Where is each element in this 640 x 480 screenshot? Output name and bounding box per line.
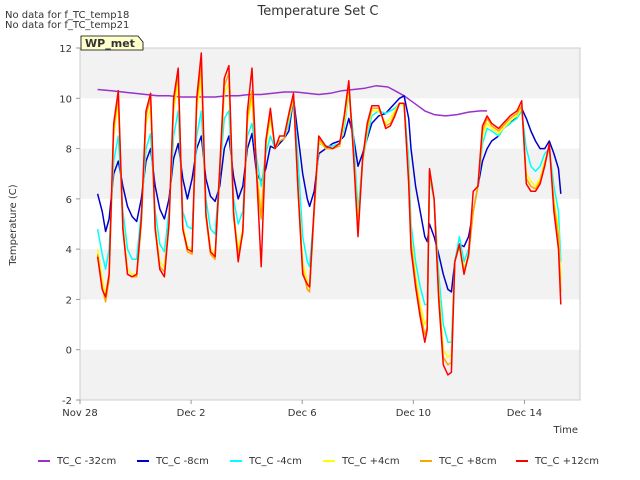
band [80, 349, 580, 400]
band [80, 48, 580, 99]
x-tick-label: Nov 28 [62, 408, 97, 419]
band [80, 148, 580, 199]
legend: TC_C -32cm TC_C -8cm TC_C -4cm TC_C +4cm TC_… [38, 456, 599, 467]
plot-frame [79, 47, 581, 401]
x-tick-label: Dec 14 [507, 408, 542, 419]
chart-title: Temperature Set C [256, 4, 378, 19]
y-tick-label: 4 [66, 245, 72, 256]
x-axis: Nov 28 Dec 2 Dec 6 Dec 10 Dec 14 [62, 400, 542, 419]
x-tick-label: Dec 2 [177, 408, 206, 419]
legend-label: TC_C -8cm [155, 456, 209, 467]
y-tick-label: 0 [66, 346, 72, 357]
band [80, 299, 580, 350]
x-tick-label: Dec 10 [396, 408, 431, 419]
x-axis-label: Time [553, 425, 578, 436]
y-tick-label: 6 [66, 195, 72, 206]
series-line-6 [96, 52, 562, 376]
series-line-1 [97, 84, 488, 117]
legend-label: TC_C -32cm [56, 456, 116, 467]
y-tick-label: 2 [66, 295, 72, 306]
badge-label: WP_met [85, 37, 135, 50]
legend-label: TC_C -4cm [248, 456, 302, 467]
wp-met-badge: WP_met [80, 35, 144, 51]
y-tick-label: -2 [62, 396, 72, 407]
no-data-note-2: No data for f_TC_temp21 [5, 20, 129, 31]
legend-label: TC_C +12cm [534, 456, 599, 467]
no-data-note-1: No data for f_TC_temp18 [5, 10, 129, 21]
background-bands [80, 48, 580, 400]
y-tick-label: 12 [59, 44, 72, 55]
legend-label: TC_C +8cm [438, 456, 497, 467]
x-tick-label: Dec 6 [288, 408, 317, 419]
band [80, 249, 580, 300]
y-tick-label: 8 [66, 145, 72, 156]
legend-label: TC_C +4cm [341, 456, 400, 467]
band [80, 198, 580, 250]
y-axis: -2 0 2 4 6 8 10 12 [59, 44, 80, 407]
y-tick-label: 10 [59, 94, 72, 105]
y-axis-label: Temperature (C) [8, 184, 19, 266]
band [80, 98, 580, 149]
series-lines [96, 52, 562, 376]
